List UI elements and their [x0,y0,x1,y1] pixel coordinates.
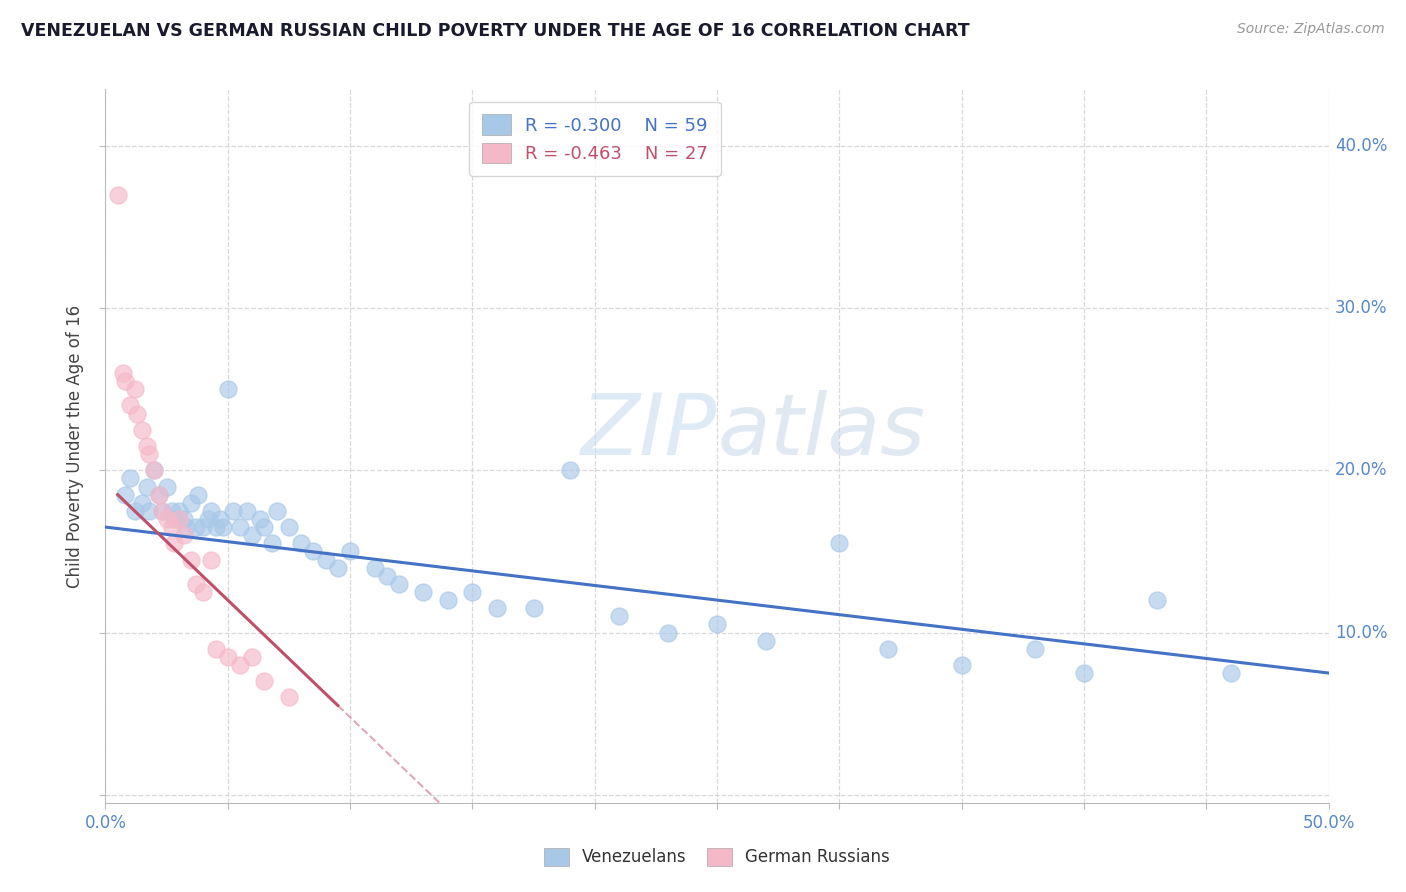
Point [240,528,263,542]
Point [197,512,219,526]
Point [260,536,283,550]
Point [217,382,239,396]
Text: atlas: atlas [717,390,925,474]
Point [253,674,276,689]
Point [522,601,544,615]
Text: ZIP: ZIP [581,390,717,474]
Point [657,625,679,640]
Point [150,504,173,518]
Point [240,649,263,664]
Point [187,488,209,502]
Point [236,504,259,518]
Point [388,577,411,591]
Point [217,649,239,664]
Point [184,520,207,534]
Text: 0.0%: 0.0% [84,814,127,831]
Point [167,504,190,518]
Text: 20.0%: 20.0% [1334,461,1388,479]
Point [877,641,900,656]
Point [607,609,630,624]
Point [1219,666,1241,681]
Point [204,641,226,656]
Point [184,577,207,591]
Point [229,657,252,672]
Point [111,366,134,380]
Point [150,504,173,518]
Text: 40.0%: 40.0% [1334,137,1388,155]
Point [136,439,159,453]
Point [193,520,215,534]
Point [148,488,170,502]
Point [1073,666,1095,681]
Point [412,585,434,599]
Point [107,187,129,202]
Point [124,382,146,396]
Point [950,657,973,672]
Point [461,585,484,599]
Point [136,479,159,493]
Point [200,552,222,566]
Point [174,520,197,534]
Point [138,447,160,461]
Point [200,504,222,518]
Point [706,617,728,632]
Point [221,504,243,518]
Point [560,463,582,477]
Point [163,536,186,550]
Point [155,512,177,526]
Point [124,504,146,518]
Point [143,463,166,477]
Text: 30.0%: 30.0% [1334,299,1388,318]
Point [204,520,226,534]
Point [302,544,325,558]
Point [828,536,851,550]
Point [160,520,183,534]
Point [339,544,361,558]
Point [163,512,186,526]
Point [180,552,202,566]
Point [209,512,232,526]
Text: 10.0%: 10.0% [1334,624,1388,641]
Point [114,488,136,502]
Point [266,504,288,518]
Y-axis label: Child Poverty Under the Age of 16: Child Poverty Under the Age of 16 [66,304,84,588]
Point [229,520,252,534]
Point [1024,641,1046,656]
Point [131,423,153,437]
Point [290,536,312,550]
Point [755,633,778,648]
Point [212,520,235,534]
Point [155,479,177,493]
Point [326,560,349,574]
Text: Source: ZipAtlas.com: Source: ZipAtlas.com [1237,22,1385,37]
Point [485,601,508,615]
Point [114,374,136,388]
Point [249,512,271,526]
Point [138,504,160,518]
Point [1146,593,1168,607]
Point [363,560,385,574]
Point [253,520,276,534]
Point [375,568,398,582]
Point [437,593,460,607]
Point [278,690,301,705]
Text: VENEZUELAN VS GERMAN RUSSIAN CHILD POVERTY UNDER THE AGE OF 16 CORRELATION CHART: VENEZUELAN VS GERMAN RUSSIAN CHILD POVER… [21,22,970,40]
Text: 50.0%: 50.0% [1302,814,1355,831]
Point [180,496,202,510]
Point [148,488,170,502]
Point [118,399,141,413]
Point [193,585,215,599]
Point [118,471,141,485]
Legend: Venezuelans, German Russians: Venezuelans, German Russians [537,841,897,873]
Point [160,504,183,518]
Point [167,512,190,526]
Point [127,407,149,421]
Point [173,528,195,542]
Point [278,520,301,534]
Point [173,512,195,526]
Point [131,496,153,510]
Point [315,552,337,566]
Point [143,463,166,477]
